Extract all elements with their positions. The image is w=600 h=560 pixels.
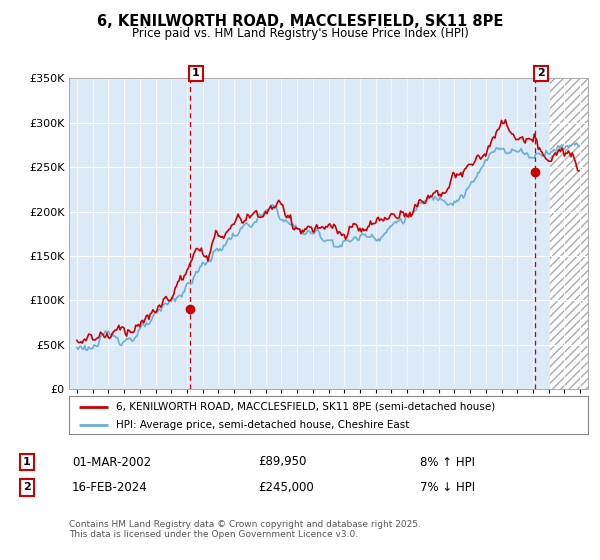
- Text: 2: 2: [537, 68, 545, 78]
- Text: HPI: Average price, semi-detached house, Cheshire East: HPI: Average price, semi-detached house,…: [116, 420, 409, 430]
- Text: £245,000: £245,000: [258, 480, 314, 494]
- Text: 1: 1: [23, 457, 31, 467]
- Text: 6, KENILWORTH ROAD, MACCLESFIELD, SK11 8PE (semi-detached house): 6, KENILWORTH ROAD, MACCLESFIELD, SK11 8…: [116, 402, 495, 412]
- Text: 16-FEB-2024: 16-FEB-2024: [72, 480, 148, 494]
- Text: 8% ↑ HPI: 8% ↑ HPI: [420, 455, 475, 469]
- Text: 2: 2: [23, 482, 31, 492]
- Text: £89,950: £89,950: [258, 455, 307, 469]
- Text: Contains HM Land Registry data © Crown copyright and database right 2025.
This d: Contains HM Land Registry data © Crown c…: [69, 520, 421, 539]
- Text: 6, KENILWORTH ROAD, MACCLESFIELD, SK11 8PE: 6, KENILWORTH ROAD, MACCLESFIELD, SK11 8…: [97, 14, 503, 29]
- Text: Price paid vs. HM Land Registry's House Price Index (HPI): Price paid vs. HM Land Registry's House …: [131, 27, 469, 40]
- Text: 1: 1: [192, 68, 200, 78]
- Bar: [548, 78, 588, 389]
- Text: 01-MAR-2002: 01-MAR-2002: [72, 455, 151, 469]
- Text: 7% ↓ HPI: 7% ↓ HPI: [420, 480, 475, 494]
